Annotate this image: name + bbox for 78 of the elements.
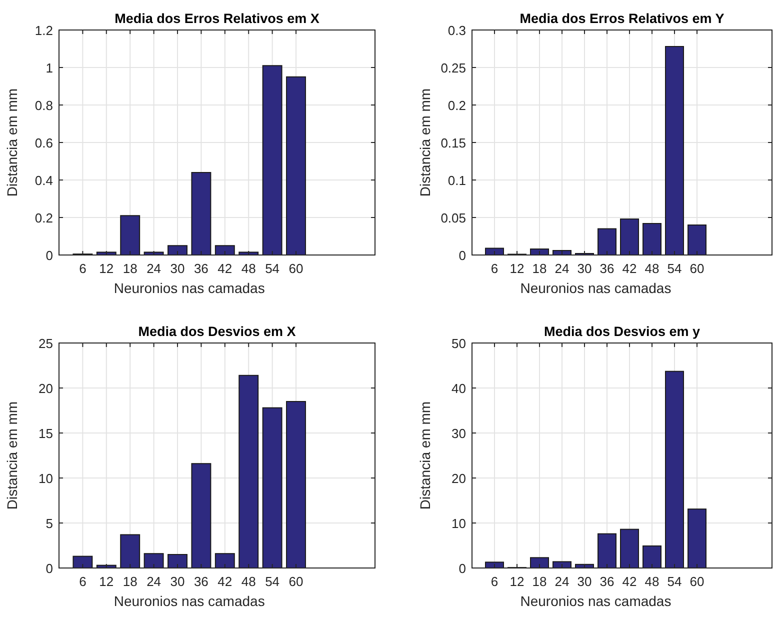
x-tick-label: 24 xyxy=(554,261,570,276)
x-tick-label: 54 xyxy=(265,261,280,276)
y-tick-label: 0.2 xyxy=(34,210,53,226)
y-tick-label: 1 xyxy=(46,60,53,76)
y-tick-label: 30 xyxy=(452,426,466,441)
y-tick-label: 10 xyxy=(452,516,466,531)
x-tick-label: 60 xyxy=(690,261,704,276)
x-tick-label: 30 xyxy=(577,261,592,276)
chart-title: Media dos Desvios em y xyxy=(544,324,701,339)
y-tick-label: 25 xyxy=(38,336,53,351)
y-tick-label: 15 xyxy=(38,426,53,441)
x-axis-title: Neuronios nas camadas xyxy=(114,280,265,296)
x-tick-label: 30 xyxy=(577,574,592,589)
y-tick-label: 0 xyxy=(458,561,466,576)
x-tick-label: 12 xyxy=(99,261,114,276)
x-tick-label: 36 xyxy=(194,574,208,589)
x-tick-label: 42 xyxy=(622,574,637,589)
x-tick-label: 18 xyxy=(122,574,138,589)
x-tick-label: 60 xyxy=(288,574,304,589)
x-tick-label: 48 xyxy=(644,574,660,589)
y-axis-title: Distancia em mm xyxy=(4,401,20,510)
y-tick-label: 0.8 xyxy=(34,98,53,113)
x-tick-label: 18 xyxy=(532,261,547,276)
x-tick-label: 12 xyxy=(510,574,524,589)
y-tick-label: 0.2 xyxy=(448,98,466,113)
x-axis-title: Neuronios nas camadas xyxy=(520,593,672,609)
y-tick-label: 50 xyxy=(452,336,466,351)
x-tick-label: 30 xyxy=(170,261,185,276)
y-tick-label: 40 xyxy=(452,381,466,396)
x-tick-label: 60 xyxy=(690,574,704,589)
x-tick-label: 60 xyxy=(288,261,304,276)
y-tick-label: 0.3 xyxy=(448,23,466,38)
x-tick-label: 54 xyxy=(265,574,280,589)
y-tick-label: 10 xyxy=(38,471,53,486)
x-tick-label: 48 xyxy=(241,574,256,589)
y-tick-label: 5 xyxy=(46,516,53,531)
x-tick-label: 36 xyxy=(600,261,614,276)
x-tick-label: 24 xyxy=(554,574,570,589)
x-tick-label: 6 xyxy=(490,261,498,276)
x-axis-title: Neuronios nas camadas xyxy=(114,593,265,609)
y-axis-title: Distancia em mm xyxy=(417,401,433,510)
chart-title: Media dos Erros Relativos em Y xyxy=(520,11,724,26)
x-tick-label: 12 xyxy=(99,574,114,589)
x-tick-label: 24 xyxy=(146,261,162,276)
x-tick-label: 42 xyxy=(218,574,232,589)
x-tick-label: 12 xyxy=(510,261,524,276)
x-tick-label: 18 xyxy=(122,261,138,276)
y-axis-title: Distancia em mm xyxy=(4,88,20,197)
y-tick-label: 0.05 xyxy=(440,210,466,226)
x-tick-label: 54 xyxy=(667,574,682,589)
x-tick-label: 18 xyxy=(532,574,547,589)
y-tick-label: 0.4 xyxy=(34,173,53,188)
y-tick-label: 1.2 xyxy=(34,23,53,38)
chart-title: Media dos Desvios em X xyxy=(138,324,296,339)
chart-title: Media dos Erros Relativos em X xyxy=(114,11,320,26)
x-tick-label: 30 xyxy=(170,574,185,589)
x-tick-label: 36 xyxy=(194,261,208,276)
x-tick-label: 6 xyxy=(79,261,86,276)
y-tick-label: 0 xyxy=(46,248,53,263)
y-tick-label: 20 xyxy=(452,471,466,486)
y-tick-label: 0 xyxy=(458,248,466,263)
x-tick-label: 6 xyxy=(79,574,86,589)
x-tick-label: 42 xyxy=(218,261,232,276)
x-tick-label: 42 xyxy=(622,261,637,276)
y-tick-label: 0.25 xyxy=(440,60,466,76)
y-axis-title: Distancia em mm xyxy=(417,88,433,197)
x-tick-label: 48 xyxy=(241,261,256,276)
x-tick-label: 6 xyxy=(490,574,498,589)
x-tick-label: 24 xyxy=(146,574,162,589)
y-tick-label: 0.6 xyxy=(34,136,53,150)
y-tick-label: 0.15 xyxy=(440,136,466,150)
x-tick-label: 48 xyxy=(644,261,660,276)
y-tick-label: 20 xyxy=(38,381,53,396)
x-axis-title: Neuronios nas camadas xyxy=(520,280,672,296)
x-tick-label: 54 xyxy=(667,261,682,276)
y-tick-label: 0.1 xyxy=(448,173,466,188)
y-tick-label: 0 xyxy=(46,561,53,576)
x-tick-label: 36 xyxy=(600,574,614,589)
